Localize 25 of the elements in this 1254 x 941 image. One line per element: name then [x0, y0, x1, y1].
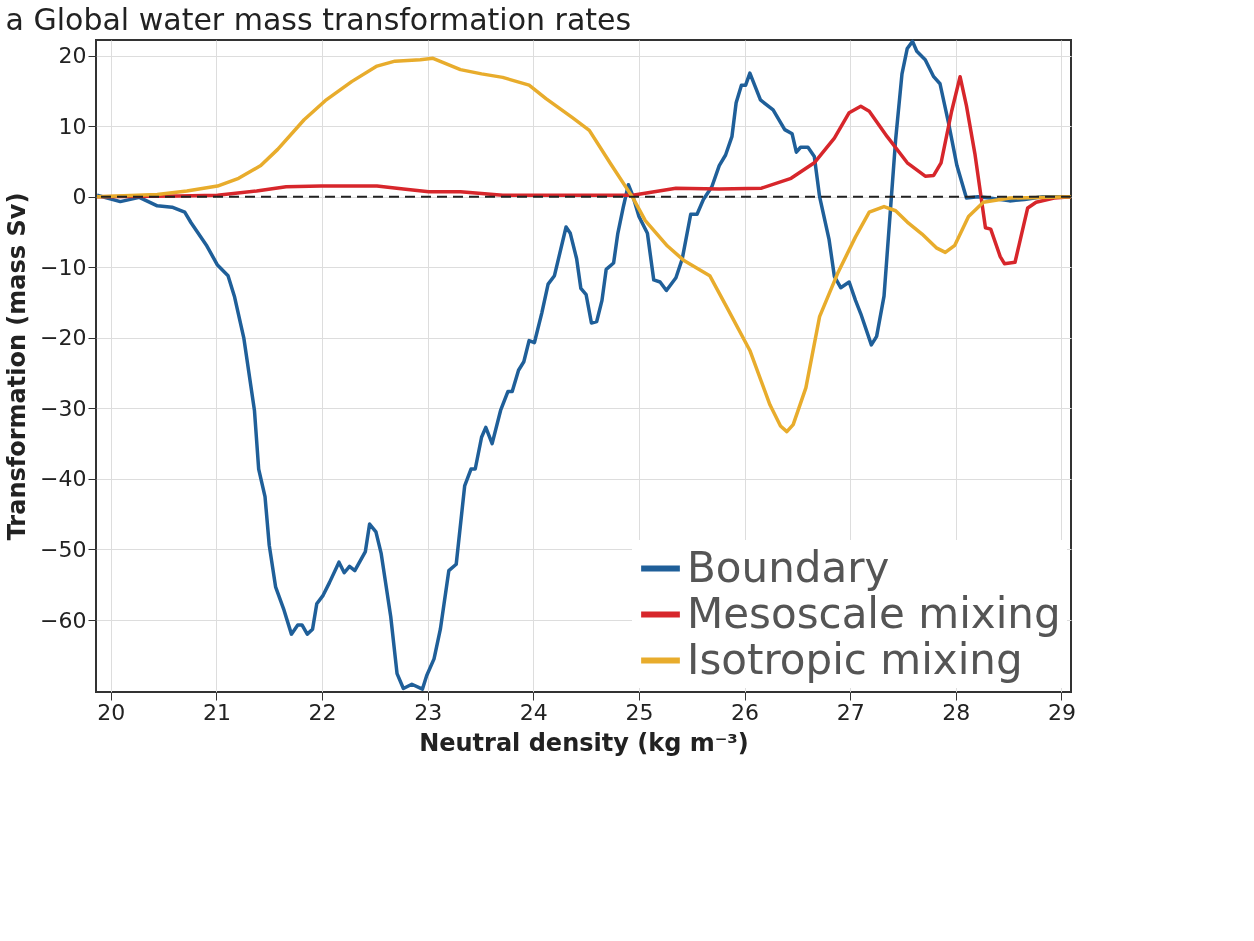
x-tick-label: 26 [731, 699, 760, 725]
y-tick-label: 20 [58, 43, 87, 69]
x-tick-label: 28 [942, 699, 971, 725]
y-tick-label: −10 [40, 254, 87, 280]
x-tick-label: 24 [519, 699, 548, 725]
x-tick-label: 22 [308, 699, 337, 725]
y-tick-label: 10 [58, 113, 87, 139]
x-tick-label: 23 [414, 699, 443, 725]
legend-label: Boundary [687, 542, 890, 592]
y-tick-label: −60 [40, 607, 87, 633]
y-tick-label: −30 [40, 395, 87, 421]
x-axis-title: Neutral density (kg m⁻³) [419, 728, 749, 757]
x-tick-label: 29 [1047, 699, 1076, 725]
chart-title: a Global water mass transformation rates [5, 1, 632, 37]
y-tick-label: −20 [40, 325, 87, 351]
y-axis-title: Transformation (mass Sv) [3, 192, 32, 541]
y-tick-label: −40 [40, 466, 87, 492]
y-tick-label: −50 [40, 536, 87, 562]
y-tick-label: 0 [72, 184, 87, 210]
line-series [95, 56, 1073, 434]
legend-label: Isotropic mixing [687, 634, 1023, 684]
x-tick-label: 25 [625, 699, 654, 725]
x-tick-label: 27 [836, 699, 865, 725]
x-tick-label: 20 [97, 699, 126, 725]
x-tick-label: 21 [202, 699, 231, 725]
